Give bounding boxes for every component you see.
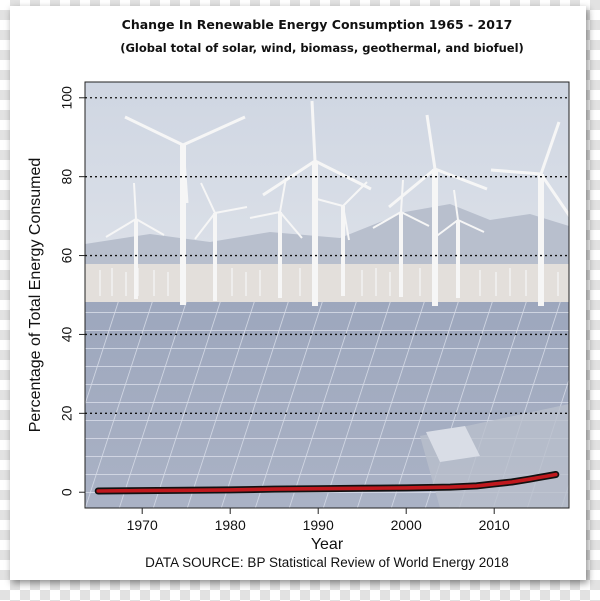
data-point-2005: [449, 485, 452, 489]
data-source-note: DATA SOURCE: BP Statistical Review of Wo…: [145, 555, 509, 570]
x-tick-label-1980: 1980: [215, 517, 246, 533]
y-tick-label-80: 80: [59, 169, 75, 185]
data-point-1995: [361, 487, 364, 490]
data-point-2014: [528, 478, 531, 481]
data-point-1990: [317, 487, 320, 490]
y-tick-label-0: 0: [59, 488, 75, 496]
x-axis: 1970 1980 1990 2000 2010: [127, 508, 510, 533]
series-line: [94, 471, 560, 495]
data-point-1965: [97, 489, 100, 493]
y-tick-label-60: 60: [59, 248, 75, 264]
series-renewable-share: [96, 472, 558, 493]
chart: Change In Renewable Energy Consumption 1…: [27, 17, 570, 570]
y-tick-label-20: 20: [59, 405, 75, 421]
data-point-1985: [273, 487, 276, 491]
data-point-1975: [185, 489, 188, 492]
chart-subtitle: (Global total of solar, wind, biomass, g…: [120, 41, 524, 55]
x-tick-label-1970: 1970: [127, 517, 158, 533]
data-point-2010: [493, 482, 496, 486]
data-point-1980: [229, 488, 232, 492]
gridlines: [85, 97, 569, 414]
x-tick-label-2010: 2010: [479, 517, 510, 533]
chart-title: Change In Renewable Energy Consumption 1…: [122, 17, 513, 32]
data-point-2012: [510, 480, 513, 484]
data-point-2016: [545, 474, 549, 478]
plot-frame: [84, 81, 570, 509]
chart-card: Change In Renewable Energy Consumption 1…: [10, 6, 586, 580]
data-point-2017: [554, 473, 557, 476]
data-point-2015: [537, 476, 540, 479]
x-tick-label-2000: 2000: [391, 517, 422, 533]
y-tick-label-100: 100: [59, 86, 75, 110]
y-axis-label: Percentage of Total Energy Consumed: [27, 158, 44, 433]
y-axis: 0 20 40 60 80 100: [59, 86, 85, 496]
background-photo: [85, 82, 569, 508]
data-point-1970: [141, 489, 144, 492]
data-point-2000: [405, 486, 408, 490]
x-tick-label-1990: 1990: [303, 517, 334, 533]
data-point-2008: [475, 484, 478, 488]
x-axis-label: Year: [311, 536, 344, 553]
y-tick-label-40: 40: [59, 326, 75, 342]
